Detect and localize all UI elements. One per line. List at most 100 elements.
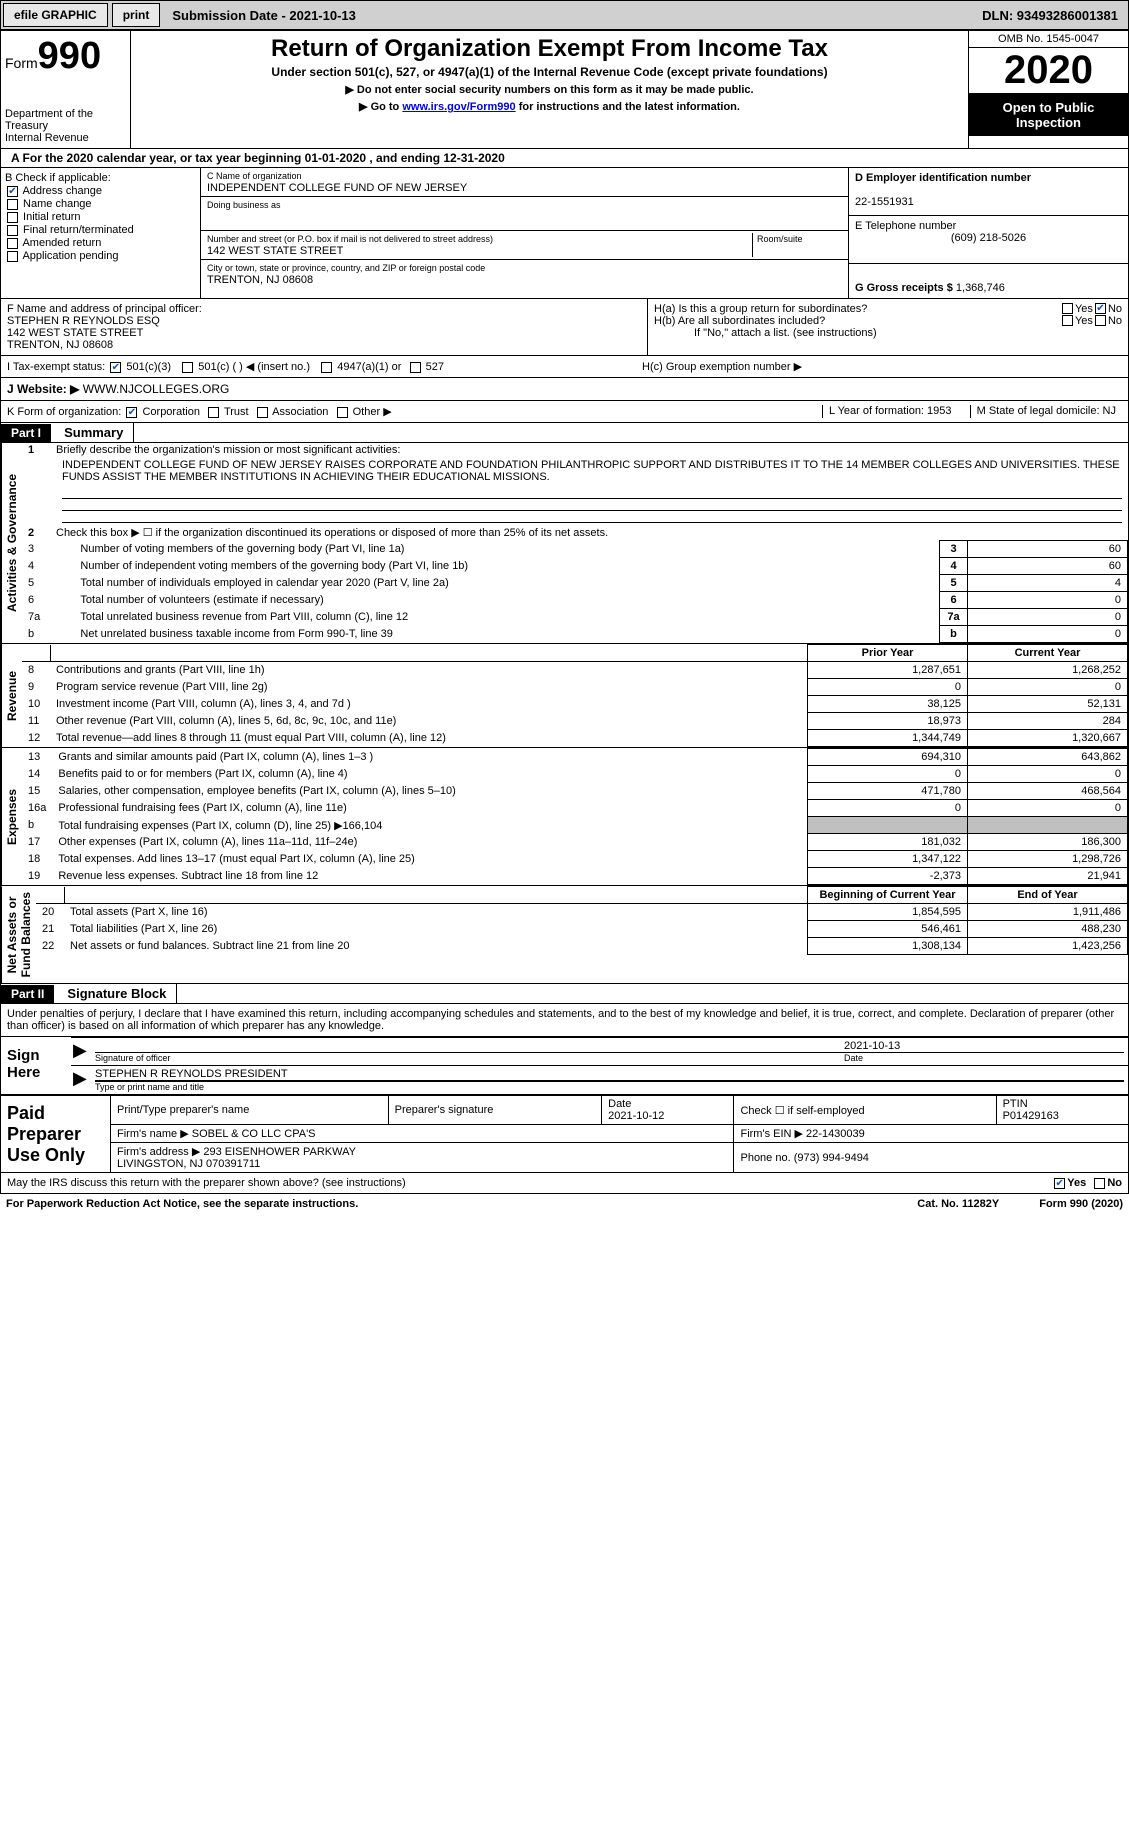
discuss-yes[interactable] xyxy=(1054,1178,1065,1189)
ha: H(a) Is this a group return for subordin… xyxy=(654,303,1060,315)
vtab-gov: Activities & Governance xyxy=(1,443,22,643)
hb-no[interactable] xyxy=(1095,315,1106,326)
part2-title: Signature Block xyxy=(57,984,177,1003)
colb-opt-3[interactable] xyxy=(7,225,18,236)
prep-name-lbl: Print/Type preparer's name xyxy=(111,1096,389,1125)
f-addr1: 142 WEST STATE STREET xyxy=(7,327,641,339)
sign-here: Sign Here xyxy=(1,1037,71,1094)
block-bc: B Check if applicable: Address change Na… xyxy=(0,168,1129,299)
i-501c3[interactable] xyxy=(110,362,121,373)
ha-yes[interactable] xyxy=(1062,303,1073,314)
colb-opt-1[interactable] xyxy=(7,199,18,210)
k-trust[interactable] xyxy=(208,407,219,418)
sig-block: Under penalties of perjury, I declare th… xyxy=(0,1004,1129,1095)
ha-no[interactable] xyxy=(1095,303,1106,314)
footer: For Paperwork Reduction Act Notice, see … xyxy=(0,1194,1129,1214)
hc: H(c) Group exemption number ▶ xyxy=(642,360,1122,373)
net-table: Beginning of Current YearEnd of Year20To… xyxy=(36,886,1128,955)
paid-preparer: Paid Preparer Use Only xyxy=(1,1096,111,1173)
sig-officer-lbl: Signature of officer xyxy=(95,1053,844,1063)
city: TRENTON, NJ 08608 xyxy=(207,274,313,286)
discuss: May the IRS discuss this return with the… xyxy=(7,1177,406,1189)
footer-mid: Cat. No. 11282Y xyxy=(917,1198,999,1210)
firm-ein-lbl: Firm's EIN ▶ xyxy=(740,1128,803,1140)
part2-header: Part II Signature Block xyxy=(0,984,1129,1004)
ptin: P01429163 xyxy=(1003,1110,1059,1122)
k-corp[interactable] xyxy=(126,407,137,418)
firm-name-lbl: Firm's name ▶ xyxy=(117,1128,189,1140)
part2-hdr: Part II xyxy=(1,985,54,1003)
part1-hdr: Part I xyxy=(1,424,51,442)
arrow-icon: ▶ xyxy=(71,1066,91,1094)
row-j: J Website: ▶ WWW.NJCOLLEGES.ORG xyxy=(0,378,1129,401)
header: Form990 Department of the Treasury Inter… xyxy=(0,30,1129,149)
colb-opt-5[interactable] xyxy=(7,251,18,262)
goto-link[interactable]: www.irs.gov/Form990 xyxy=(402,101,515,113)
colb-opt-4[interactable] xyxy=(7,238,18,249)
hb-yes[interactable] xyxy=(1062,315,1073,326)
form-number: Form990 xyxy=(5,35,126,78)
dept: Department of the Treasury Internal Reve… xyxy=(5,108,126,144)
j-url: WWW.NJCOLLEGES.ORG xyxy=(83,382,230,396)
print-btn[interactable]: print xyxy=(112,3,161,27)
j-label: J Website: ▶ xyxy=(7,382,79,396)
decl: Under penalties of perjury, I declare th… xyxy=(1,1004,1128,1036)
part1-rev: Revenue Prior YearCurrent Year8Contribut… xyxy=(0,644,1129,748)
phone-lbl: Phone no. xyxy=(740,1152,790,1164)
i-label: I Tax-exempt status: xyxy=(7,361,105,373)
row-i: I Tax-exempt status: 501(c)(3) 501(c) ( … xyxy=(0,356,1129,378)
title: Return of Organization Exempt From Incom… xyxy=(141,35,958,63)
omb: OMB No. 1545-0047 xyxy=(969,31,1128,48)
i-501c[interactable] xyxy=(182,362,193,373)
mission: INDEPENDENT COLLEGE FUND OF NEW JERSEY R… xyxy=(22,457,1128,485)
discuss-no[interactable] xyxy=(1094,1178,1105,1189)
preparer-table: Paid Preparer Use Only Print/Type prepar… xyxy=(0,1095,1129,1173)
tel-lbl: E Telephone number xyxy=(855,220,956,232)
ein-lbl: D Employer identification number xyxy=(855,172,1031,184)
part1-net: Net Assets or Fund Balances Beginning of… xyxy=(0,886,1129,984)
tel: (609) 218-5026 xyxy=(855,232,1122,244)
k-assoc[interactable] xyxy=(257,407,268,418)
ein: 22-1551931 xyxy=(855,196,914,208)
check-se: Check ☐ if self-employed xyxy=(734,1096,996,1125)
room-lbl: Room/suite xyxy=(757,234,803,244)
col-b: B Check if applicable: Address change Na… xyxy=(1,168,201,298)
footer-right: Form 990 (2020) xyxy=(1039,1198,1123,1210)
date-lbl: Date xyxy=(844,1053,1124,1063)
arrow-icon: ▶ xyxy=(71,1038,91,1065)
part1-gov: Activities & Governance 1Briefly describ… xyxy=(0,443,1129,644)
k-other[interactable] xyxy=(337,407,348,418)
ssn-warning: ▶ Do not enter social security numbers o… xyxy=(141,83,958,96)
prep-date-lbl: Date xyxy=(608,1098,631,1110)
footer-left: For Paperwork Reduction Act Notice, see … xyxy=(6,1198,358,1210)
k-l: L Year of formation: 1953 xyxy=(823,405,970,418)
ptin-lbl: PTIN xyxy=(1003,1098,1028,1110)
dba-lbl: Doing business as xyxy=(207,200,281,210)
dln: DLN: 93493286001381 xyxy=(972,4,1128,27)
colb-opt-0[interactable] xyxy=(7,186,18,197)
k-m: M State of legal domicile: NJ xyxy=(970,405,1122,418)
section-text: Under section 501(c), 527, or 4947(a)(1)… xyxy=(141,65,958,79)
row-fh: F Name and address of principal officer:… xyxy=(0,299,1129,356)
gov-table: 3Number of voting members of the governi… xyxy=(22,540,1128,643)
vtab-net: Net Assets or Fund Balances xyxy=(1,886,36,983)
name-title: STEPHEN R REYNOLDS PRESIDENT xyxy=(95,1068,1124,1081)
efile-btn[interactable]: efile GRAPHIC xyxy=(3,3,108,27)
k-label: K Form of organization: xyxy=(7,406,121,418)
l2: Check this box ▶ ☐ if the organization d… xyxy=(56,526,1122,539)
col-b-label: B Check if applicable: xyxy=(5,172,196,184)
rev-table: Prior YearCurrent Year8Contributions and… xyxy=(22,644,1128,747)
part1-exp: Expenses 13Grants and similar amounts pa… xyxy=(0,748,1129,886)
city-lbl: City or town, state or province, country… xyxy=(207,263,485,273)
hb-note: If "No," attach a list. (see instruction… xyxy=(654,327,1122,339)
firm-ein: 22-1430039 xyxy=(806,1128,865,1140)
i-527[interactable] xyxy=(410,362,421,373)
goto: ▶ Go to www.irs.gov/Form990 for instruct… xyxy=(141,100,958,113)
row-k: K Form of organization: Corporation Trus… xyxy=(0,401,1129,423)
addr: 142 WEST STATE STREET xyxy=(207,245,343,257)
i-4947[interactable] xyxy=(321,362,332,373)
gross: 1,368,746 xyxy=(956,282,1005,294)
section-a: A For the 2020 calendar year, or tax yea… xyxy=(0,149,1129,168)
colb-opt-2[interactable] xyxy=(7,212,18,223)
f-label: F Name and address of principal officer: xyxy=(7,303,641,315)
